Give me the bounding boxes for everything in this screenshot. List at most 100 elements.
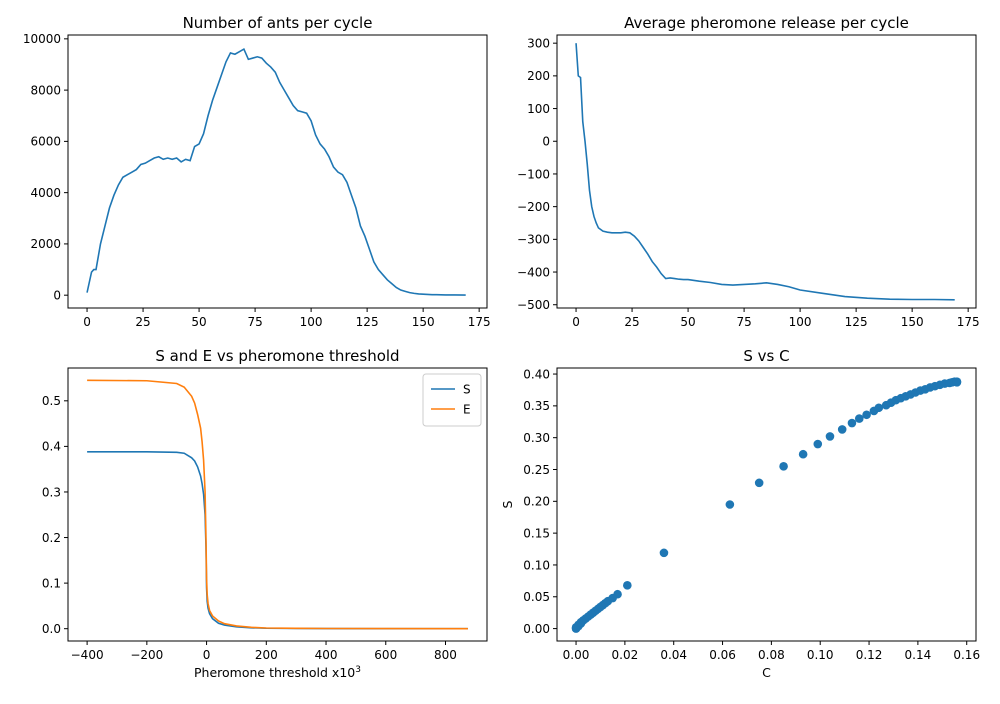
x-tick-label: 150 xyxy=(412,315,435,329)
x-axis-label: Pheromone threshold x103 xyxy=(194,665,361,680)
x-tick-label: 600 xyxy=(374,648,397,662)
x-tick-label: 150 xyxy=(901,315,924,329)
legend-box xyxy=(422,373,482,427)
scatter-point xyxy=(862,410,871,420)
x-tick-label: 125 xyxy=(356,315,379,329)
x-tick-label: 125 xyxy=(845,315,868,329)
y-tick-label: −100 xyxy=(517,167,550,181)
x-tick-label: 100 xyxy=(789,315,812,329)
y-tick-label: 0.2 xyxy=(42,531,61,545)
series-line xyxy=(575,43,955,301)
y-tick-label: 6000 xyxy=(30,135,61,149)
y-tick-label: 0 xyxy=(542,135,550,149)
y-tick-label: −200 xyxy=(517,200,550,214)
y-tick-label: 0.25 xyxy=(523,463,550,477)
x-tick-label: −200 xyxy=(130,648,163,662)
series-line-E xyxy=(87,379,468,630)
axes-frame xyxy=(67,367,488,642)
x-tick-label: 25 xyxy=(624,315,639,329)
chart-3: S and E vs pheromone threshold −400 −200 0 2… xyxy=(42,347,488,680)
y-tick-label: 100 xyxy=(527,102,550,116)
y-tick-label: 0.5 xyxy=(42,394,61,408)
x-tick-label: 0.04 xyxy=(660,648,687,662)
x-tick-label: −400 xyxy=(71,648,104,662)
chart-2: Average pheromone release per cycle 0 25 50… xyxy=(517,14,980,329)
x-axis-label-exponent: 3 xyxy=(355,665,361,675)
axes-frame xyxy=(556,34,977,309)
chart-1: Number of ants per cycle 0 25 50 75 100 125 150… xyxy=(23,14,491,329)
y-tick-label: 0.15 xyxy=(523,526,550,540)
chart-title: Number of ants per cycle xyxy=(183,14,373,32)
scatter-point xyxy=(837,425,847,434)
y-tick-label: 200 xyxy=(527,69,550,83)
scatter-point xyxy=(659,548,669,558)
x-tick-label: 50 xyxy=(680,315,695,329)
y-tick-label: 0.10 xyxy=(523,558,550,572)
y-tick-label: 2000 xyxy=(30,237,61,251)
x-tick-label: 75 xyxy=(247,315,262,329)
scatter-point xyxy=(798,449,808,459)
axes-frame xyxy=(67,34,488,309)
scatter-point xyxy=(874,403,884,413)
x-tick-label: 175 xyxy=(957,315,980,329)
scatter-point xyxy=(825,432,835,441)
scatter-point xyxy=(854,414,864,423)
y-tick-label: 0.4 xyxy=(42,440,61,454)
x-axis-label: C xyxy=(762,665,771,680)
legend-label-S: S xyxy=(463,383,471,397)
scatter-point xyxy=(754,478,764,488)
y-tick-label: 0.3 xyxy=(42,485,61,499)
chart-title: S vs C xyxy=(743,347,789,365)
axes-frame xyxy=(556,367,977,642)
x-tick-label: 0 xyxy=(572,315,580,329)
x-tick-label: 0.06 xyxy=(709,648,736,662)
y-axis-label: S xyxy=(500,500,515,508)
y-tick-label: 4000 xyxy=(30,186,61,200)
y-tick-label: 0.40 xyxy=(523,367,550,381)
y-tick-label: 0.05 xyxy=(523,590,550,604)
y-tick-label: −400 xyxy=(517,265,550,279)
x-axis-label-text: C xyxy=(762,665,771,680)
scatter-point xyxy=(847,418,857,428)
x-tick-label: 0.10 xyxy=(807,648,834,662)
y-tick-label: 300 xyxy=(527,36,550,50)
y-tick-label: 0.20 xyxy=(523,495,550,509)
chart-title: S and E vs pheromone threshold xyxy=(155,347,399,365)
legend-label-E: E xyxy=(463,403,471,417)
y-tick-label: −500 xyxy=(517,298,550,312)
scatter-point xyxy=(813,439,823,449)
y-tick-label: 0.35 xyxy=(523,399,550,413)
x-tick-label: 175 xyxy=(468,315,491,329)
scatter-point xyxy=(779,462,788,471)
x-tick-label: 200 xyxy=(255,648,278,662)
scatter-point xyxy=(725,500,735,509)
x-tick-label: 0 xyxy=(203,648,211,662)
legend: SE xyxy=(422,373,482,427)
scatter-point xyxy=(623,581,632,590)
y-tick-label: 8000 xyxy=(30,83,61,97)
y-tick-label: 0.00 xyxy=(523,622,550,636)
series-line xyxy=(86,47,466,296)
x-tick-label: 0.14 xyxy=(905,648,932,662)
x-tick-label: 0.12 xyxy=(856,648,883,662)
y-tick-label: 0 xyxy=(53,288,61,302)
scatter-point xyxy=(952,378,962,387)
chart-title: Average pheromone release per cycle xyxy=(624,14,909,32)
x-tick-label: 0.00 xyxy=(563,648,590,662)
x-tick-label: 0.08 xyxy=(758,648,785,662)
y-tick-label: 10000 xyxy=(23,32,61,46)
x-tick-label: 800 xyxy=(434,648,457,662)
y-tick-label: 0.1 xyxy=(42,576,61,590)
x-tick-label: 0.02 xyxy=(612,648,639,662)
x-tick-label: 100 xyxy=(300,315,323,329)
x-axis-label-text: Pheromone threshold x10 xyxy=(194,665,355,680)
x-tick-label: 0.16 xyxy=(953,648,980,662)
y-tick-label: 0.0 xyxy=(42,622,61,636)
y-tick-label: −300 xyxy=(517,233,550,247)
chart-4: S vs C 0.00 0.02 0.04 0.06 0.08 0.10 0.12 0.14 0.… xyxy=(500,347,980,680)
series-line-S xyxy=(87,451,468,630)
x-tick-label: 75 xyxy=(736,315,751,329)
x-tick-label: 400 xyxy=(315,648,338,662)
